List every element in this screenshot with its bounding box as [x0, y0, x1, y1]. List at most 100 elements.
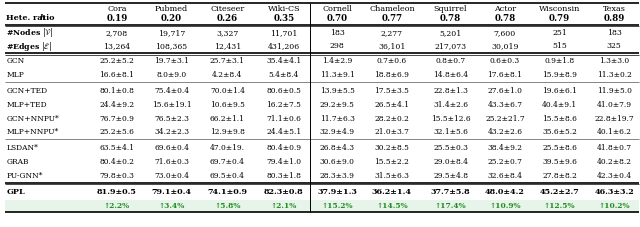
Text: GCN+TED: GCN+TED — [6, 87, 47, 95]
Text: 0.70: 0.70 — [326, 14, 348, 23]
Text: 32.1±5.6: 32.1±5.6 — [433, 128, 468, 136]
Text: ↑3.4%: ↑3.4% — [158, 202, 184, 210]
Text: 73.0±0.4: 73.0±0.4 — [154, 172, 189, 180]
Text: 431,206: 431,206 — [268, 42, 300, 50]
Text: 15.9±8.9: 15.9±8.9 — [542, 71, 577, 79]
Text: LSDAN*: LSDAN* — [6, 144, 38, 152]
Text: 80.3±1.8: 80.3±1.8 — [266, 172, 301, 180]
Text: 46.3±3.2: 46.3±3.2 — [595, 188, 634, 196]
Text: 22.8±1.3: 22.8±1.3 — [433, 87, 468, 95]
Text: 63.5±4.1: 63.5±4.1 — [99, 144, 134, 152]
Text: 36,101: 36,101 — [378, 42, 406, 50]
Text: 69.6±0.4: 69.6±0.4 — [154, 144, 189, 152]
Text: 29.0±8.4: 29.0±8.4 — [433, 158, 468, 166]
Text: 0.78: 0.78 — [440, 14, 461, 23]
Text: 40.1±6.2: 40.1±6.2 — [596, 128, 632, 136]
Text: 1.3±3.0: 1.3±3.0 — [599, 57, 629, 65]
Text: 17.5±3.5: 17.5±3.5 — [374, 87, 410, 95]
Text: 183: 183 — [330, 29, 345, 37]
Text: 41.8±0.7: 41.8±0.7 — [596, 144, 632, 152]
Text: #Edges $|\mathcal{E}|$: #Edges $|\mathcal{E}|$ — [6, 40, 52, 53]
Text: 11.3±9.1: 11.3±9.1 — [320, 71, 355, 79]
Text: ↑17.4%: ↑17.4% — [435, 202, 467, 210]
Text: 32.9±4.9: 32.9±4.9 — [320, 128, 355, 136]
Text: 32.6±8.4: 32.6±8.4 — [488, 172, 522, 180]
Text: Wisconsin: Wisconsin — [539, 5, 580, 13]
Text: 80.6±0.5: 80.6±0.5 — [266, 87, 301, 95]
Text: 0.79: 0.79 — [549, 14, 570, 23]
Text: 34.2±2.3: 34.2±2.3 — [154, 128, 189, 136]
Text: 12.9±9.8: 12.9±9.8 — [210, 128, 245, 136]
Text: 37.7±5.8: 37.7±5.8 — [431, 188, 470, 196]
Text: 11.7±6.3: 11.7±6.3 — [320, 115, 355, 123]
Text: 0.19: 0.19 — [106, 14, 127, 23]
Text: MLP+NNPU*: MLP+NNPU* — [6, 128, 59, 136]
Text: Cora: Cora — [107, 5, 127, 13]
Text: PU-GNN*: PU-GNN* — [6, 172, 43, 180]
Text: 0.9±1.8: 0.9±1.8 — [545, 57, 575, 65]
Text: 325: 325 — [607, 42, 621, 50]
Text: 7,600: 7,600 — [494, 29, 516, 37]
Text: 25.5±8.6: 25.5±8.6 — [542, 144, 577, 152]
Text: 24.4±5.1: 24.4±5.1 — [266, 128, 301, 136]
Text: 8.0±9.0: 8.0±9.0 — [156, 71, 187, 79]
Text: ↑10.9%: ↑10.9% — [489, 202, 521, 210]
Text: 43.2±2.6: 43.2±2.6 — [488, 128, 522, 136]
Text: 19.6±6.1: 19.6±6.1 — [542, 87, 577, 95]
Text: 25.2±0.7: 25.2±0.7 — [488, 158, 522, 166]
Text: 24.4±9.2: 24.4±9.2 — [99, 101, 134, 109]
Text: ↑12.5%: ↑12.5% — [544, 202, 575, 210]
Text: 19.7±3.1: 19.7±3.1 — [154, 57, 189, 65]
Text: ↑2.1%: ↑2.1% — [271, 202, 297, 210]
Text: 31.5±6.3: 31.5±6.3 — [374, 172, 410, 180]
Text: 71.6±0.3: 71.6±0.3 — [154, 158, 189, 166]
Text: GCN+NNPU*: GCN+NNPU* — [6, 115, 59, 123]
Text: h: h — [40, 14, 45, 22]
Text: Texas: Texas — [603, 5, 626, 13]
Text: 11.9±5.0: 11.9±5.0 — [596, 87, 632, 95]
Text: 5.4±8.4: 5.4±8.4 — [269, 71, 299, 79]
Text: 69.7±0.4: 69.7±0.4 — [210, 158, 245, 166]
Text: 39.5±9.6: 39.5±9.6 — [542, 158, 577, 166]
Text: 43.3±6.7: 43.3±6.7 — [488, 101, 522, 109]
Text: 4.2±8.4: 4.2±8.4 — [212, 71, 243, 79]
Text: Hete. ratio: Hete. ratio — [6, 14, 58, 22]
Text: 36.2±1.4: 36.2±1.4 — [372, 188, 412, 196]
Text: 10.6±9.5: 10.6±9.5 — [210, 101, 245, 109]
Text: 76.5±2.3: 76.5±2.3 — [154, 115, 189, 123]
Text: 42.3±0.4: 42.3±0.4 — [596, 172, 632, 180]
Text: 21.0±3.7: 21.0±3.7 — [374, 128, 410, 136]
Text: 25.2±5.6: 25.2±5.6 — [99, 128, 134, 136]
Text: 26.5±4.1: 26.5±4.1 — [374, 101, 410, 109]
Text: 15.5±8.6: 15.5±8.6 — [542, 115, 577, 123]
Text: 30.2±8.5: 30.2±8.5 — [374, 144, 410, 152]
Text: 25.2±21.7: 25.2±21.7 — [485, 115, 525, 123]
Text: 48.0±4.2: 48.0±4.2 — [485, 188, 525, 196]
Text: Pubmed: Pubmed — [155, 5, 188, 13]
Text: Chameleon: Chameleon — [369, 5, 415, 13]
Text: 75.4±0.4: 75.4±0.4 — [154, 87, 189, 95]
Text: 45.2±2.7: 45.2±2.7 — [540, 188, 579, 196]
Text: 31.4±2.6: 31.4±2.6 — [433, 101, 468, 109]
Text: 0.7±0.6: 0.7±0.6 — [377, 57, 407, 65]
Text: 19,717: 19,717 — [158, 29, 185, 37]
Text: #Nodes $|\mathcal{V}|$: #Nodes $|\mathcal{V}|$ — [6, 26, 54, 39]
Text: 25.2±5.2: 25.2±5.2 — [99, 57, 134, 65]
Bar — [5, 200, 639, 212]
Text: 80.1±0.8: 80.1±0.8 — [99, 87, 134, 95]
Text: 30,019: 30,019 — [491, 42, 518, 50]
Text: ↑15.2%: ↑15.2% — [321, 202, 353, 210]
Text: 25.5±0.3: 25.5±0.3 — [433, 144, 468, 152]
Text: 17.6±8.1: 17.6±8.1 — [488, 71, 522, 79]
Text: 0.6±0.3: 0.6±0.3 — [490, 57, 520, 65]
Text: 30.6±9.0: 30.6±9.0 — [320, 158, 355, 166]
Text: 16.6±8.1: 16.6±8.1 — [99, 71, 134, 79]
Text: 11,701: 11,701 — [270, 29, 298, 37]
Text: 251: 251 — [552, 29, 567, 37]
Text: 14.8±6.4: 14.8±6.4 — [433, 71, 468, 79]
Text: 35.4±4.1: 35.4±4.1 — [266, 57, 301, 65]
Text: 1.4±2.9: 1.4±2.9 — [322, 57, 353, 65]
Text: 37.9±1.3: 37.9±1.3 — [317, 188, 357, 196]
Text: 0.77: 0.77 — [381, 14, 403, 23]
Text: 0.8±0.7: 0.8±0.7 — [435, 57, 466, 65]
